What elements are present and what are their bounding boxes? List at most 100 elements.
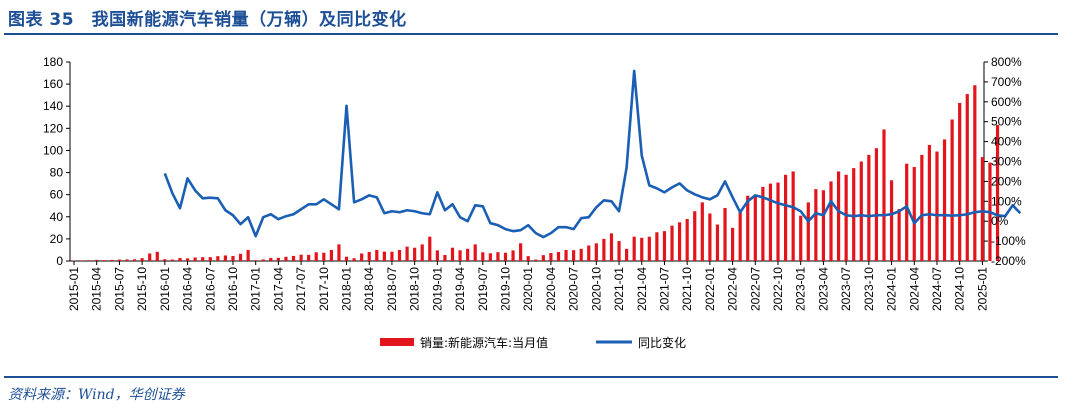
sales-bar: [912, 167, 916, 261]
sales-bar: [799, 215, 803, 261]
left-tick-label: 60: [50, 188, 64, 202]
sales-bar: [117, 259, 122, 261]
sales-bar: [481, 252, 485, 261]
sales-bar: [79, 260, 84, 261]
sales-bar: [299, 254, 303, 261]
sales-bar: [662, 231, 667, 261]
sales-bar: [897, 209, 901, 261]
x-tick-label: 2017-07: [294, 267, 308, 311]
x-tick-label: 2022-04: [726, 267, 740, 311]
sales-bar: [874, 148, 879, 261]
sales-bar: [185, 258, 190, 261]
right-tick-label: 100%: [991, 194, 1022, 208]
left-tick-label: 140: [43, 99, 63, 113]
sales-bar: [640, 237, 644, 261]
left-tick-label: 160: [43, 77, 63, 91]
x-tick-label: 2015-07: [112, 267, 126, 311]
sales-bar: [291, 255, 296, 261]
sales-bar: [859, 161, 863, 261]
x-tick-label: 2023-01: [794, 267, 808, 311]
sales-bar: [246, 249, 250, 261]
sales-bar: [231, 256, 235, 261]
sales-bar: [587, 245, 591, 261]
sales-bar: [958, 102, 962, 261]
sales-bar: [276, 257, 280, 261]
sales-bar: [390, 251, 394, 261]
right-tick-label: 700%: [991, 75, 1022, 89]
sales-bar: [942, 139, 947, 261]
x-tick-label: 2016-07: [203, 267, 217, 311]
x-tick-label: 2021-01: [612, 267, 626, 311]
yoy-line: [163, 69, 1022, 239]
x-tick-label: 2018-07: [385, 267, 399, 311]
x-tick-label: 2021-04: [635, 267, 649, 311]
sales-bar: [556, 251, 561, 261]
source-note: 资料来源：Wind，华创证券: [8, 387, 185, 403]
x-tick-label: 2024-10: [953, 267, 967, 311]
x-tick-label: 2019-04: [453, 267, 467, 311]
x-tick-label: 2016-04: [181, 267, 195, 311]
x-tick-label: 2020-04: [544, 267, 558, 311]
x-tick-label: 2017-10: [317, 267, 331, 311]
sales-bar: [950, 119, 954, 262]
sales-bar: [435, 250, 439, 261]
sales-bar: [216, 256, 220, 261]
sales-bar: [655, 232, 659, 261]
x-tick-label: 2018-04: [362, 267, 376, 311]
sales-bar: [670, 225, 674, 261]
sales-bar: [882, 129, 886, 261]
sales-bar: [867, 154, 871, 261]
sales-bar: [110, 259, 114, 261]
right-tick-label: 300%: [991, 155, 1022, 169]
left-tick-label: 80: [50, 166, 64, 180]
sales-bar: [254, 260, 258, 261]
sales-bar: [715, 224, 720, 261]
sales-bar: [72, 260, 76, 261]
sales-bar: [238, 253, 243, 261]
sales-bar: [488, 253, 492, 261]
x-tick-label: 2017-04: [271, 267, 285, 311]
sales-bar: [700, 202, 704, 261]
sales-bar: [632, 236, 636, 261]
x-tick-label: 2025-01: [975, 267, 989, 311]
sales-bar: [541, 255, 545, 261]
sales-bar: [579, 248, 583, 261]
sales-bar: [125, 259, 129, 261]
sales-bar: [889, 180, 894, 261]
left-tick-label: 40: [50, 210, 64, 224]
right-tick-label: 400%: [991, 135, 1022, 149]
x-tick-label: 2022-10: [771, 267, 785, 311]
sales-bar: [420, 244, 424, 261]
sales-bar: [746, 195, 750, 261]
legend-bar-swatch: [380, 338, 414, 346]
x-tick-label: 2015-10: [135, 267, 149, 311]
axes-group: [66, 61, 988, 265]
sales-bar: [935, 151, 939, 261]
line-series-group: [163, 69, 1022, 239]
x-tick-label: 2021-07: [657, 267, 671, 311]
left-tick-label: 0: [56, 254, 63, 268]
sales-bar: [466, 248, 470, 261]
legend: 销量:新能源汽车:当月值 同比变化: [380, 335, 686, 350]
sales-bar: [201, 257, 205, 261]
x-tick-label: 2024-01: [885, 267, 899, 311]
sales-bar: [723, 207, 727, 261]
sales-bar: [314, 252, 318, 261]
right-tick-label: -200%: [991, 254, 1026, 268]
sales-bar: [965, 94, 969, 261]
left-tick-label: 100: [43, 143, 63, 157]
right-tick-label: 500%: [991, 115, 1022, 129]
sales-bar: [284, 256, 288, 261]
sales-bar: [920, 154, 924, 261]
x-tick-label: 2016-01: [158, 267, 172, 311]
sales-bar: [223, 255, 227, 261]
sales-bar: [761, 186, 765, 261]
sales-bar: [609, 233, 614, 261]
sales-bar: [980, 157, 984, 261]
tick-labels: 0 20 40 60 80 100 120 140 160 180 -200% -100% 0% 100%…: [43, 55, 1026, 311]
sales-bar: [572, 250, 576, 261]
sales-bar: [905, 163, 909, 261]
x-tick-label: 2019-07: [476, 267, 490, 311]
right-tick-label: -100%: [991, 234, 1026, 248]
